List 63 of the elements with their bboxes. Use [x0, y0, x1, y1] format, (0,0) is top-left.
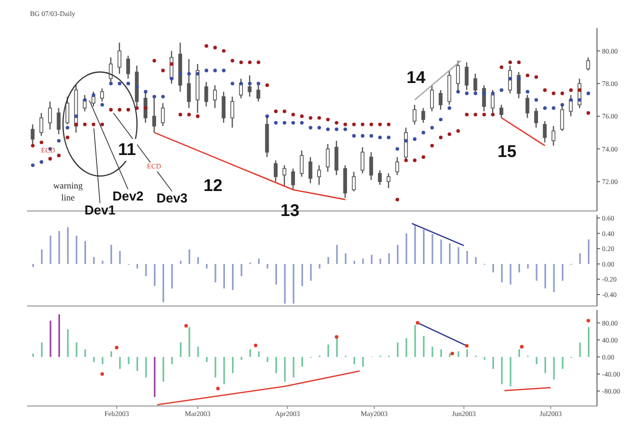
candlestick — [334, 140, 338, 176]
candlestick — [39, 112, 44, 136]
candlestick — [317, 164, 321, 186]
point — [520, 344, 524, 348]
candlestick — [421, 107, 426, 124]
annotation: 11 — [117, 138, 137, 162]
point — [184, 324, 188, 328]
candlestick — [473, 73, 478, 96]
candlestick — [65, 96, 70, 125]
candlestick — [456, 60, 460, 92]
candlestick — [430, 84, 434, 112]
candlestick — [326, 143, 330, 172]
annotation: 12 — [204, 174, 222, 197]
candlestick — [222, 91, 226, 124]
point — [464, 344, 469, 348]
candlestick — [274, 160, 278, 182]
candlestick — [378, 170, 382, 186]
candlestick — [282, 164, 286, 188]
candlestick — [464, 62, 469, 91]
candlestick — [395, 156, 400, 176]
candlestick — [560, 104, 564, 132]
candlestick — [56, 107, 61, 135]
candlestick — [186, 58, 191, 109]
candlestick — [542, 120, 547, 143]
candlestick — [291, 168, 295, 190]
candlestick — [126, 55, 130, 80]
candlestick — [412, 104, 416, 125]
annotation: Dev3 — [156, 190, 188, 208]
candlestick — [204, 81, 208, 108]
candlestick — [48, 100, 52, 130]
candlestick — [300, 150, 304, 178]
candlestick — [369, 152, 374, 181]
point — [586, 318, 590, 322]
candlestick — [526, 94, 530, 118]
candlestick — [352, 171, 356, 192]
candlestick — [552, 125, 556, 146]
candlestick — [499, 104, 504, 118]
annotation: 15 — [498, 140, 516, 163]
point — [254, 344, 258, 348]
annotation: 13 — [280, 200, 300, 222]
annotation: Dev1 — [84, 202, 116, 220]
candlestick — [160, 102, 165, 127]
candlestick — [534, 107, 538, 128]
candlestick — [308, 156, 312, 184]
point — [334, 335, 338, 339]
point — [216, 386, 220, 390]
point — [416, 321, 420, 325]
candlestick — [248, 74, 252, 98]
candlestick — [92, 91, 96, 108]
annotation: 14 — [406, 66, 426, 89]
candlestick — [256, 82, 260, 102]
candlestick — [386, 172, 390, 189]
candlestick — [438, 89, 443, 110]
candlestick — [100, 88, 104, 102]
annotation: Dev2 — [112, 188, 144, 206]
candlestick — [230, 96, 234, 128]
candlestick — [118, 42, 122, 74]
point — [450, 352, 454, 356]
candlestick — [360, 146, 364, 174]
annotation: warning line — [52, 180, 84, 204]
point — [114, 346, 118, 350]
point — [100, 372, 104, 376]
candlestick — [213, 84, 217, 109]
